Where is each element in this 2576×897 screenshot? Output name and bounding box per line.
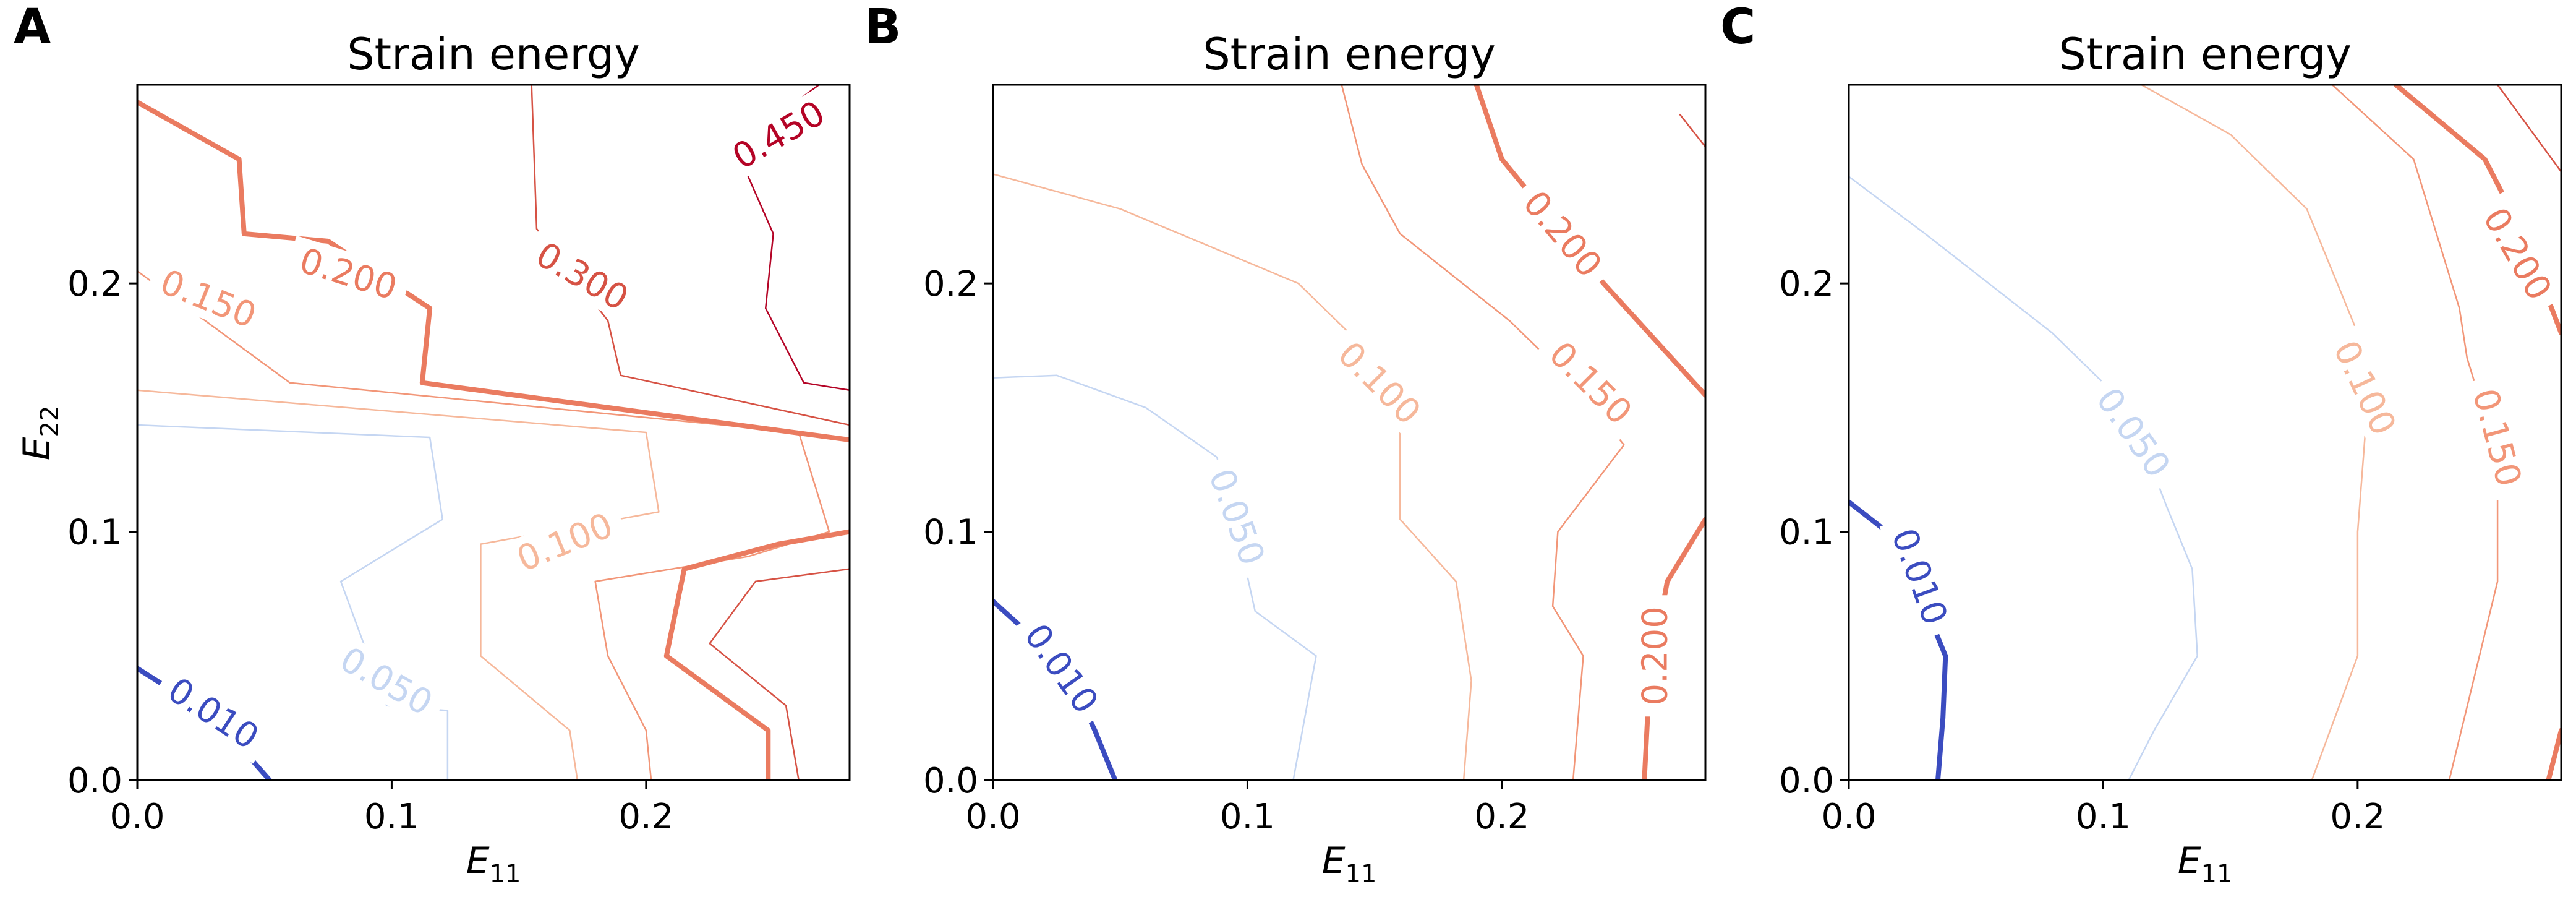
contour-label-background bbox=[1879, 512, 1961, 641]
contour-group bbox=[993, 85, 1705, 780]
contour-line-0-3 bbox=[1679, 113, 1705, 148]
plot-frame bbox=[136, 84, 851, 781]
contour-label: 0.150 bbox=[1541, 334, 1639, 432]
contour-line-0-1 bbox=[2140, 85, 2366, 780]
contour-line-0-15 bbox=[1341, 85, 1625, 780]
contour-label: 0.200 bbox=[1636, 606, 1676, 705]
chart-title: Strain energy bbox=[2058, 29, 2352, 80]
contour-label-background bbox=[284, 235, 413, 312]
panel-a: A Strain energy 0.010 0.050 0.100 0.150 0.200 0… bbox=[14, 0, 851, 888]
contour-label-background bbox=[151, 662, 276, 764]
y-tick-label: 0.1 bbox=[67, 513, 122, 553]
contour-label-background bbox=[500, 499, 629, 584]
contour-line-0-1 bbox=[137, 389, 660, 780]
y-axis-label: E22 bbox=[15, 406, 64, 461]
contour-label-background bbox=[2081, 371, 2186, 494]
contour-label-background bbox=[323, 632, 450, 729]
x-tick-label: 0.2 bbox=[1474, 797, 1529, 837]
x-tick-label: 0.1 bbox=[364, 797, 419, 837]
contour-label: 0.200 bbox=[295, 241, 401, 308]
x-tick-label: 0.2 bbox=[618, 797, 673, 837]
x-tick-label: 0.1 bbox=[2076, 797, 2131, 837]
plot-frame bbox=[1848, 84, 2562, 781]
contour-group bbox=[1849, 85, 2561, 780]
x-tick-label: 0.0 bbox=[109, 797, 164, 837]
x-tick-label: 0.0 bbox=[965, 797, 1020, 837]
panel-letter: A bbox=[14, 0, 51, 55]
contour-label: 0.450 bbox=[726, 93, 832, 177]
chart-title: Strain energy bbox=[1203, 29, 1496, 80]
x-tick-label: 0.2 bbox=[2330, 797, 2385, 837]
contour-label: 0.100 bbox=[2326, 335, 2404, 442]
contour-label: 0.300 bbox=[529, 234, 635, 319]
plot-frame bbox=[992, 84, 1707, 781]
contour-line-0-2 bbox=[137, 100, 850, 442]
contour-line-0-15 bbox=[2331, 85, 2499, 780]
x-axis-label: E11 bbox=[1322, 839, 1377, 888]
contour-label-background bbox=[2469, 191, 2567, 317]
contour-label-background bbox=[1633, 595, 1676, 717]
contour-label: 0.100 bbox=[511, 505, 618, 580]
contour-group bbox=[137, 85, 850, 780]
panel-letter: C bbox=[1720, 0, 1755, 55]
y-tick-label: 0.0 bbox=[1779, 761, 1834, 801]
chart-title: Strain energy bbox=[347, 29, 640, 80]
contour-label: 0.100 bbox=[1330, 334, 1428, 432]
contour-label-background bbox=[1533, 325, 1649, 441]
y-tick-label: 0.2 bbox=[67, 264, 122, 304]
contour-line-0-3 bbox=[531, 85, 850, 426]
y-tick-label: 0.0 bbox=[923, 761, 978, 801]
contour-label-background bbox=[1508, 173, 1618, 294]
contour-line-0-3 bbox=[709, 568, 850, 780]
contour-label-background bbox=[2320, 324, 2410, 452]
y-tick-label: 0.0 bbox=[67, 761, 122, 801]
x-tick-label: 0.0 bbox=[1821, 797, 1876, 837]
y-tick-label: 0.1 bbox=[923, 513, 978, 553]
contour-line-0-15 bbox=[137, 270, 830, 780]
y-tick-label: 0.1 bbox=[1779, 513, 1834, 553]
contour-label-background bbox=[144, 255, 273, 341]
contour-label-background bbox=[1196, 452, 1278, 582]
x-axis-label: E11 bbox=[466, 839, 521, 888]
contour-line-0-2 bbox=[663, 529, 850, 780]
panel-letter: B bbox=[864, 0, 901, 55]
y-tick-label: 0.2 bbox=[923, 264, 978, 304]
contour-label: 0.050 bbox=[1201, 464, 1273, 571]
contour-label-background bbox=[1010, 606, 1114, 731]
contour-line-0-05 bbox=[1849, 176, 2198, 780]
contour-line-0-05 bbox=[993, 374, 1317, 780]
y-tick-label: 0.2 bbox=[1779, 264, 1834, 304]
contour-label: 0.010 bbox=[1883, 523, 1955, 630]
x-tick-label: 0.1 bbox=[1220, 797, 1275, 837]
contour-label: 0.200 bbox=[2475, 201, 2559, 307]
contour-label-background bbox=[715, 85, 842, 183]
contour-label: 0.200 bbox=[1515, 184, 1610, 286]
x-axis-label: E11 bbox=[2178, 839, 2233, 888]
contour-label: 0.150 bbox=[155, 262, 262, 336]
contour-label-background bbox=[1322, 325, 1438, 441]
contour-label: 0.010 bbox=[161, 670, 266, 758]
contour-line-0-05 bbox=[137, 424, 449, 780]
contour-line-0-3 bbox=[2496, 85, 2561, 173]
contour-label: 0.050 bbox=[333, 639, 439, 723]
contour-label-background bbox=[2461, 373, 2534, 502]
contour-label-background bbox=[519, 227, 646, 325]
contour-line-0-2 bbox=[2546, 727, 2561, 780]
